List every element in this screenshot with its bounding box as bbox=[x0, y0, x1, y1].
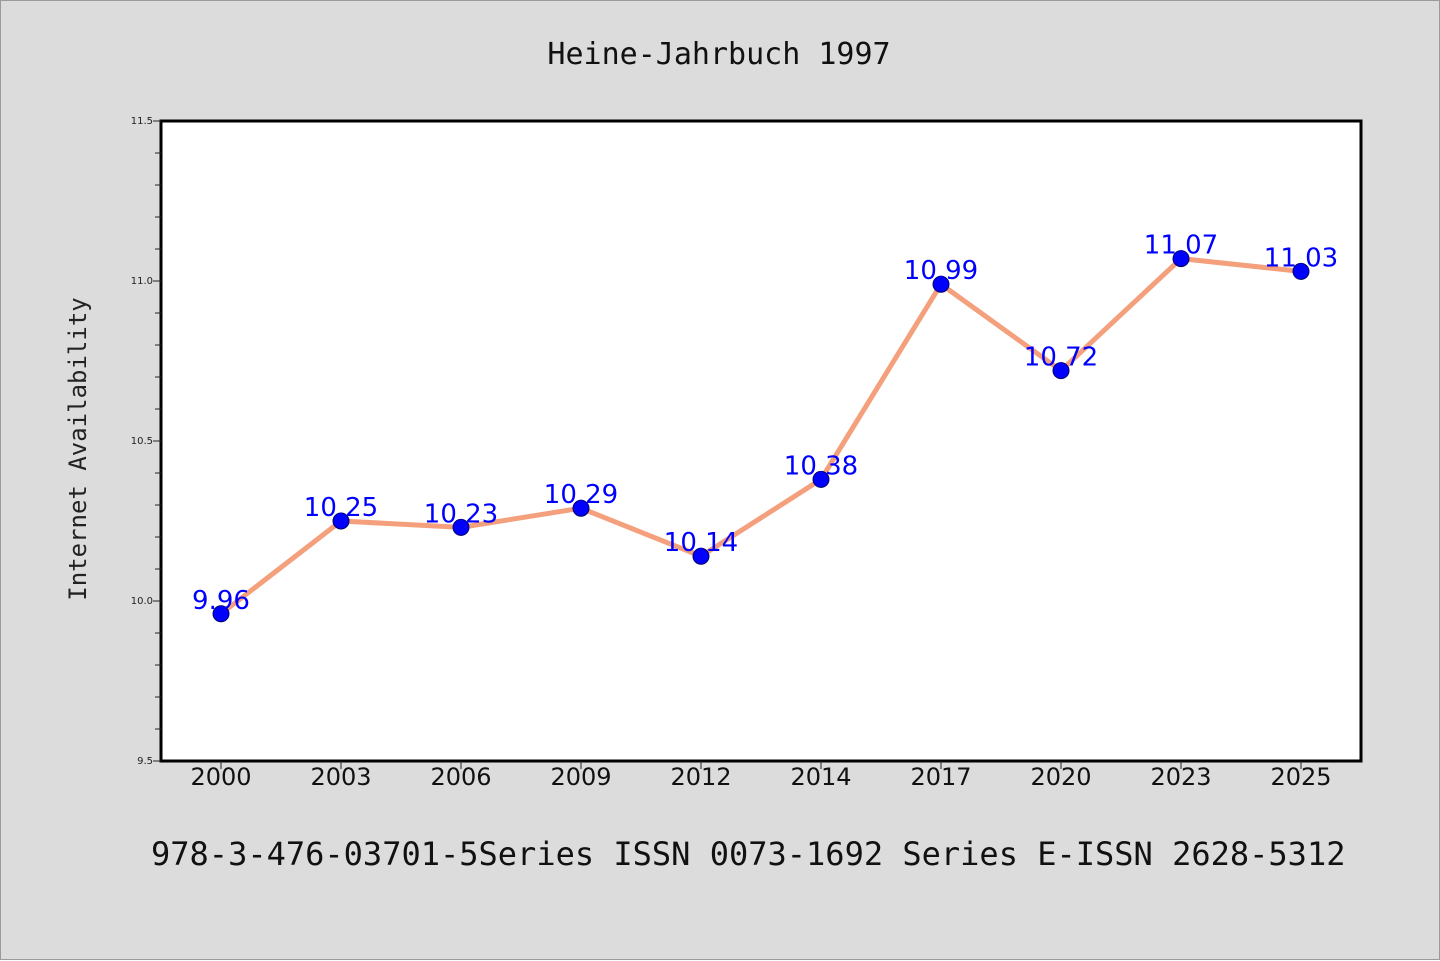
data-label: 10.29 bbox=[544, 480, 618, 510]
data-point bbox=[572, 499, 590, 517]
y-axis-label: Internet Availability bbox=[64, 297, 92, 600]
y-tick-label: 11.0 bbox=[131, 276, 153, 287]
data-point bbox=[1292, 262, 1310, 280]
x-tick-label: 2000 bbox=[190, 763, 251, 791]
data-label: 10.25 bbox=[304, 493, 378, 523]
chart-title: Heine-Jahrbuch 1997 bbox=[547, 37, 890, 72]
y-tick-label: 10.5 bbox=[131, 436, 153, 447]
footer-identifiers: 978-3-476-03701-5Series ISSN 0073-1692 S… bbox=[151, 835, 1345, 873]
series-line bbox=[218, 256, 1304, 617]
x-tick-label: 2003 bbox=[310, 763, 371, 791]
x-tick-label: 2023 bbox=[1150, 763, 1211, 791]
data-label: 10.72 bbox=[1024, 343, 1098, 373]
x-axis-ticks: 2000 2003 2006 2009 2012 2014 2017 2020 2023 2025 bbox=[190, 761, 1332, 791]
y-tick-label: 9.5 bbox=[137, 756, 153, 767]
data-labels: 9.96 10.25 10.23 10.29 10.14 10.38 10.99 10.72 1… bbox=[192, 231, 1338, 616]
plot-area bbox=[159, 119, 1363, 763]
series-line-group bbox=[218, 256, 1304, 617]
data-label: 10.14 bbox=[664, 528, 738, 558]
y-tick-label: 10.0 bbox=[131, 596, 153, 607]
x-tick-label: 2009 bbox=[550, 763, 611, 791]
data-point bbox=[452, 518, 470, 536]
data-point bbox=[692, 547, 710, 565]
data-label: 11.03 bbox=[1264, 243, 1338, 273]
data-label: 11.07 bbox=[1144, 231, 1218, 261]
data-label: 10.99 bbox=[904, 256, 978, 286]
data-label: 9.96 bbox=[192, 586, 250, 616]
data-point bbox=[1052, 362, 1070, 380]
data-point bbox=[332, 512, 350, 530]
x-tick-label: 2020 bbox=[1030, 763, 1091, 791]
x-tick-label: 2025 bbox=[1270, 763, 1331, 791]
x-tick-label: 2017 bbox=[910, 763, 971, 791]
data-points bbox=[212, 250, 1310, 623]
y-axis-ticks: 9.5 10.0 10.5 11.0 11.5 bbox=[131, 116, 161, 767]
data-point bbox=[932, 275, 950, 293]
x-tick-label: 2006 bbox=[430, 763, 491, 791]
data-label: 10.23 bbox=[424, 499, 498, 529]
data-point bbox=[812, 470, 830, 488]
data-point bbox=[212, 605, 230, 623]
y-tick-label: 11.5 bbox=[131, 116, 153, 127]
data-point bbox=[1172, 250, 1190, 268]
x-tick-label: 2012 bbox=[670, 763, 731, 791]
x-tick-label: 2014 bbox=[790, 763, 851, 791]
data-label: 10.38 bbox=[784, 451, 858, 481]
